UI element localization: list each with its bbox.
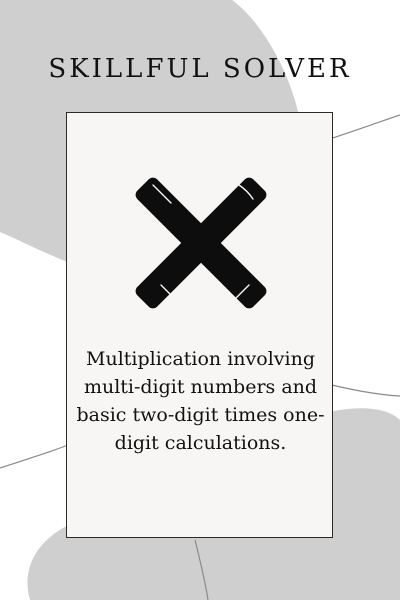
topic-description: Multiplication involving multi-digit num… <box>76 348 325 454</box>
page-title: SKILLFUL SOLVER <box>48 54 352 84</box>
multiplication-x-icon <box>135 177 267 309</box>
topic-card: Multiplication involving multi-digit num… <box>66 112 333 538</box>
line-bottom <box>194 539 209 600</box>
